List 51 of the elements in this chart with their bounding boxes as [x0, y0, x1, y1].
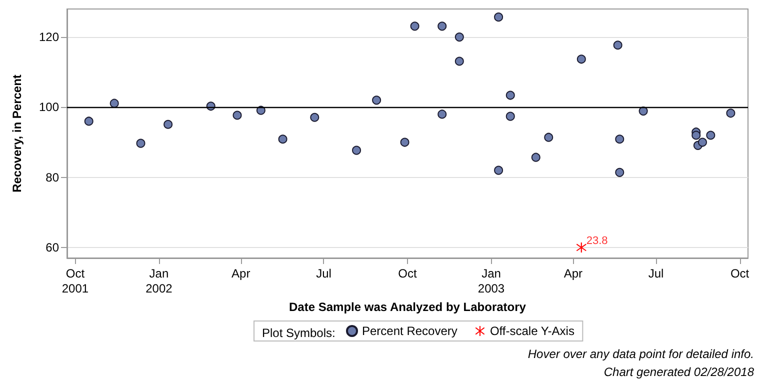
x-tick-label: Jul	[648, 266, 664, 280]
point	[84, 116, 94, 126]
x-tick-label: Apr	[564, 266, 583, 280]
point	[615, 134, 624, 144]
text: Chart generated 02/28/2018	[604, 365, 754, 379]
point	[310, 112, 320, 122]
point	[410, 22, 420, 31]
point	[352, 146, 362, 155]
point	[232, 110, 242, 120]
x-tick-label: Jan 2003	[478, 266, 505, 296]
point	[726, 108, 736, 118]
point	[454, 32, 464, 42]
point	[110, 98, 119, 108]
point	[615, 168, 624, 177]
legend-label: Off-scale Y-Axis	[490, 324, 574, 338]
point	[544, 132, 554, 142]
point	[692, 130, 701, 140]
point	[506, 112, 515, 121]
x-tick-label: Apr	[232, 266, 250, 280]
legend-title: Plot Symbols:	[262, 326, 336, 340]
point	[438, 110, 447, 119]
point	[638, 106, 648, 116]
x-tick-label: Oct	[398, 266, 418, 280]
y-tick-label: 60	[46, 240, 60, 254]
x-tick-label: Oct 2001	[62, 266, 89, 296]
point	[372, 96, 382, 105]
y-tick-label: 120	[38, 30, 60, 44]
point	[278, 134, 288, 144]
x-tick-label: Jul	[316, 266, 332, 280]
point	[531, 152, 540, 162]
point	[400, 138, 410, 147]
point	[698, 138, 707, 147]
point	[613, 40, 622, 50]
annotation: 23.8	[586, 234, 608, 247]
point	[164, 120, 173, 129]
x-tick-label: Oct	[730, 266, 750, 280]
x-axis-title: Date Sample was Analyzed by Laboratory	[289, 300, 526, 314]
point	[136, 138, 146, 148]
point	[576, 54, 586, 64]
point	[494, 166, 504, 175]
y-tick-label: 80	[46, 170, 60, 184]
y-tick-label: 100	[38, 100, 60, 114]
point	[438, 22, 447, 31]
point	[494, 12, 504, 22]
text: Hover over any data point for detailed info.	[528, 347, 754, 361]
point	[454, 56, 464, 66]
point	[506, 90, 515, 100]
point	[706, 130, 716, 140]
legend-label: Percent Recovery	[362, 324, 458, 338]
x-tick-label: Jan 2002	[146, 266, 173, 296]
y-axis-title: Recovery, in Percent	[10, 74, 24, 192]
